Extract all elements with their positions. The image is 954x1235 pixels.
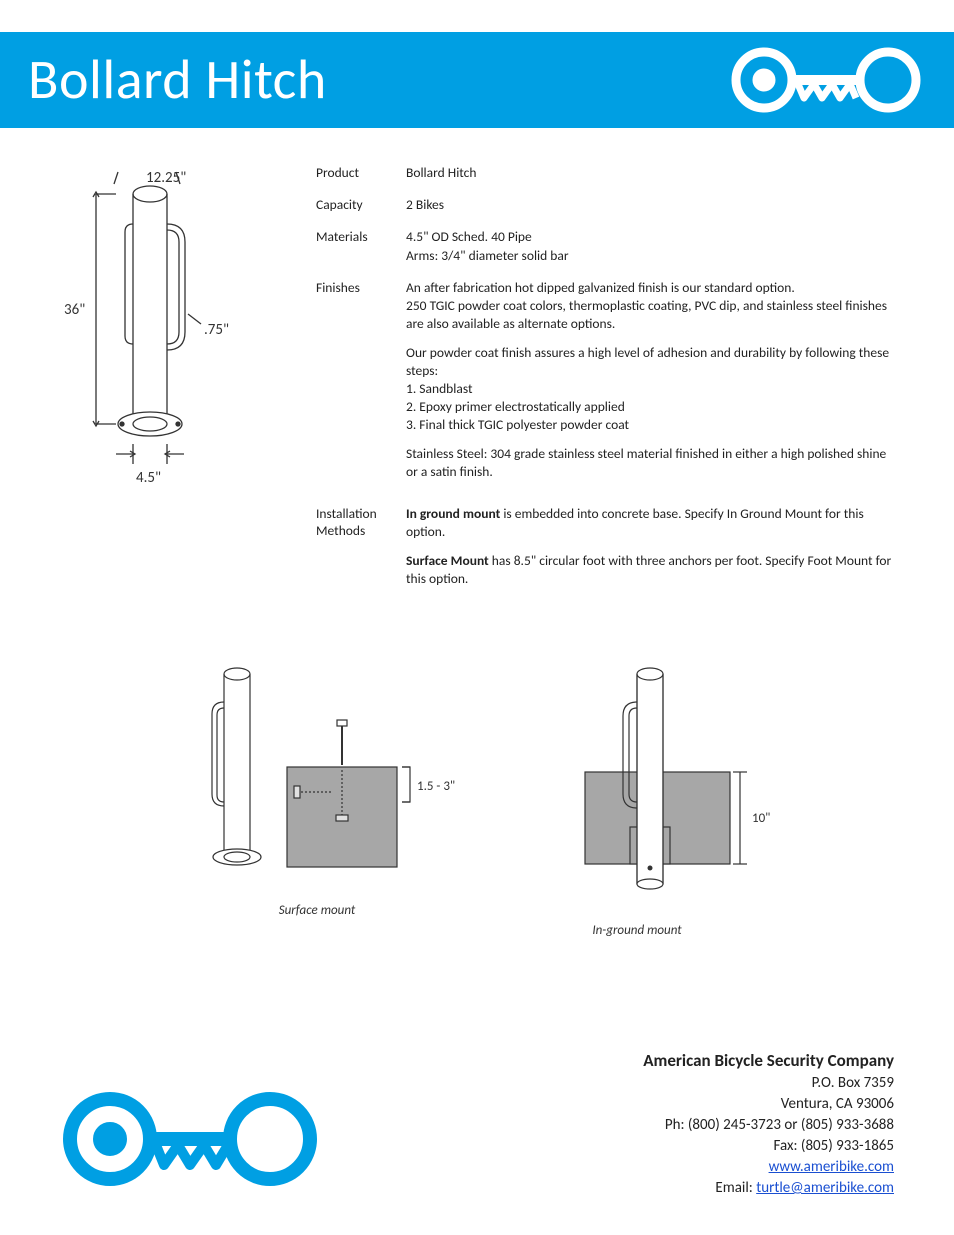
spec-value: 2 Bikes (406, 196, 898, 214)
phone-line: Ph: (800) 245-3723 or (805) 933-3688 (643, 1115, 894, 1136)
install-diagrams-row: 1.5 - 3" Surface mount (0, 662, 954, 938)
spec-label: Installation Methods (316, 505, 406, 539)
svg-text:36": 36" (64, 301, 85, 319)
inground-mount-diagram: 10" In-ground mount (497, 662, 777, 938)
surface-mount-diagram: 1.5 - 3" Surface mount (177, 662, 457, 938)
header-bar: Bollard Hitch (0, 32, 954, 128)
surface-caption: Surface mount (177, 903, 457, 918)
content-area: 12.25" (0, 128, 954, 612)
spec-row-materials: Materials 4.5" OD Sched. 40 Pipe Arms: 3… (316, 228, 898, 264)
spec-label: Product (316, 164, 406, 181)
surface-mount-icon: 1.5 - 3" (177, 662, 457, 892)
finishes-p4: Stainless Steel: 304 grade stainless ste… (406, 445, 898, 481)
key-logo-icon (726, 40, 926, 120)
finishes-step: 2. Epoxy primer electrostatically applie… (406, 398, 898, 416)
inground-mount-icon: 10" (497, 662, 777, 912)
svg-text:.75": .75" (204, 321, 229, 339)
finishes-p3: Our powder coat finish assures a high le… (406, 344, 898, 380)
inground-caption: In-ground mount (497, 923, 777, 938)
svg-text:4.5": 4.5" (136, 469, 161, 487)
svg-text:12.25": 12.25" (146, 169, 186, 187)
spec-value: 4.5" OD Sched. 40 Pipe Arms: 3/4" diamet… (406, 228, 898, 264)
addr-line: P.O. Box 7359 (643, 1073, 894, 1094)
main-diagram: 12.25" (56, 164, 286, 612)
spec-row-product: Product Bollard Hitch (316, 164, 898, 182)
fax-line: Fax: (805) 933-1865 (643, 1136, 894, 1157)
finishes-p1: An after fabrication hot dipped galvaniz… (406, 279, 795, 296)
footer-contact: American Bicycle Security Company P.O. B… (643, 1049, 894, 1199)
spec-label: Materials (316, 228, 406, 245)
page-title: Bollard Hitch (28, 46, 327, 114)
email-link[interactable]: turtle@ameribike.com (756, 1179, 894, 1197)
install-bold: In ground mount (406, 505, 500, 522)
spec-value: Bollard Hitch (406, 164, 898, 182)
install-label-line: Methods (316, 522, 406, 539)
spec-label: Finishes (316, 279, 406, 296)
materials-line: Arms: 3/4" diameter solid bar (406, 247, 898, 265)
footer-key-logo-icon (60, 1079, 320, 1199)
addr-line: Ventura, CA 93006 (643, 1094, 894, 1115)
top-margin (0, 0, 954, 32)
install-inground: In ground mount is embedded into concret… (406, 505, 898, 541)
spec-table: Product Bollard Hitch Capacity 2 Bikes M… (316, 164, 898, 612)
spec-row-finishes: Finishes An after fabrication hot dipped… (316, 279, 898, 491)
finishes-p2: 250 TGIC powder coat colors, thermoplast… (406, 297, 898, 333)
spec-row-install: Installation Methods In ground mount is … (316, 505, 898, 598)
install-surface: Surface Mount has 8.5" circular foot wit… (406, 552, 898, 588)
footer: American Bicycle Security Company P.O. B… (0, 1049, 954, 1199)
spec-value: An after fabrication hot dipped galvaniz… (406, 279, 898, 491)
email-prefix: Email: (715, 1179, 756, 1197)
company-name: American Bicycle Security Company (643, 1049, 894, 1073)
spec-label: Capacity (316, 196, 406, 213)
svg-text:1.5 - 3": 1.5 - 3" (417, 779, 455, 794)
materials-line: 4.5" OD Sched. 40 Pipe (406, 228, 898, 246)
finishes-step: 3. Final thick TGIC polyester powder coa… (406, 416, 898, 434)
finishes-step: 1. Sandblast (406, 380, 898, 398)
website-link[interactable]: www.ameribike.com (769, 1158, 894, 1176)
install-label-line: Installation (316, 505, 406, 522)
install-bold: Surface Mount (406, 552, 489, 569)
bollard-diagram-icon: 12.25" (56, 164, 256, 494)
spec-value: In ground mount is embedded into concret… (406, 505, 898, 598)
spec-row-capacity: Capacity 2 Bikes (316, 196, 898, 214)
svg-text:10": 10" (752, 811, 770, 826)
